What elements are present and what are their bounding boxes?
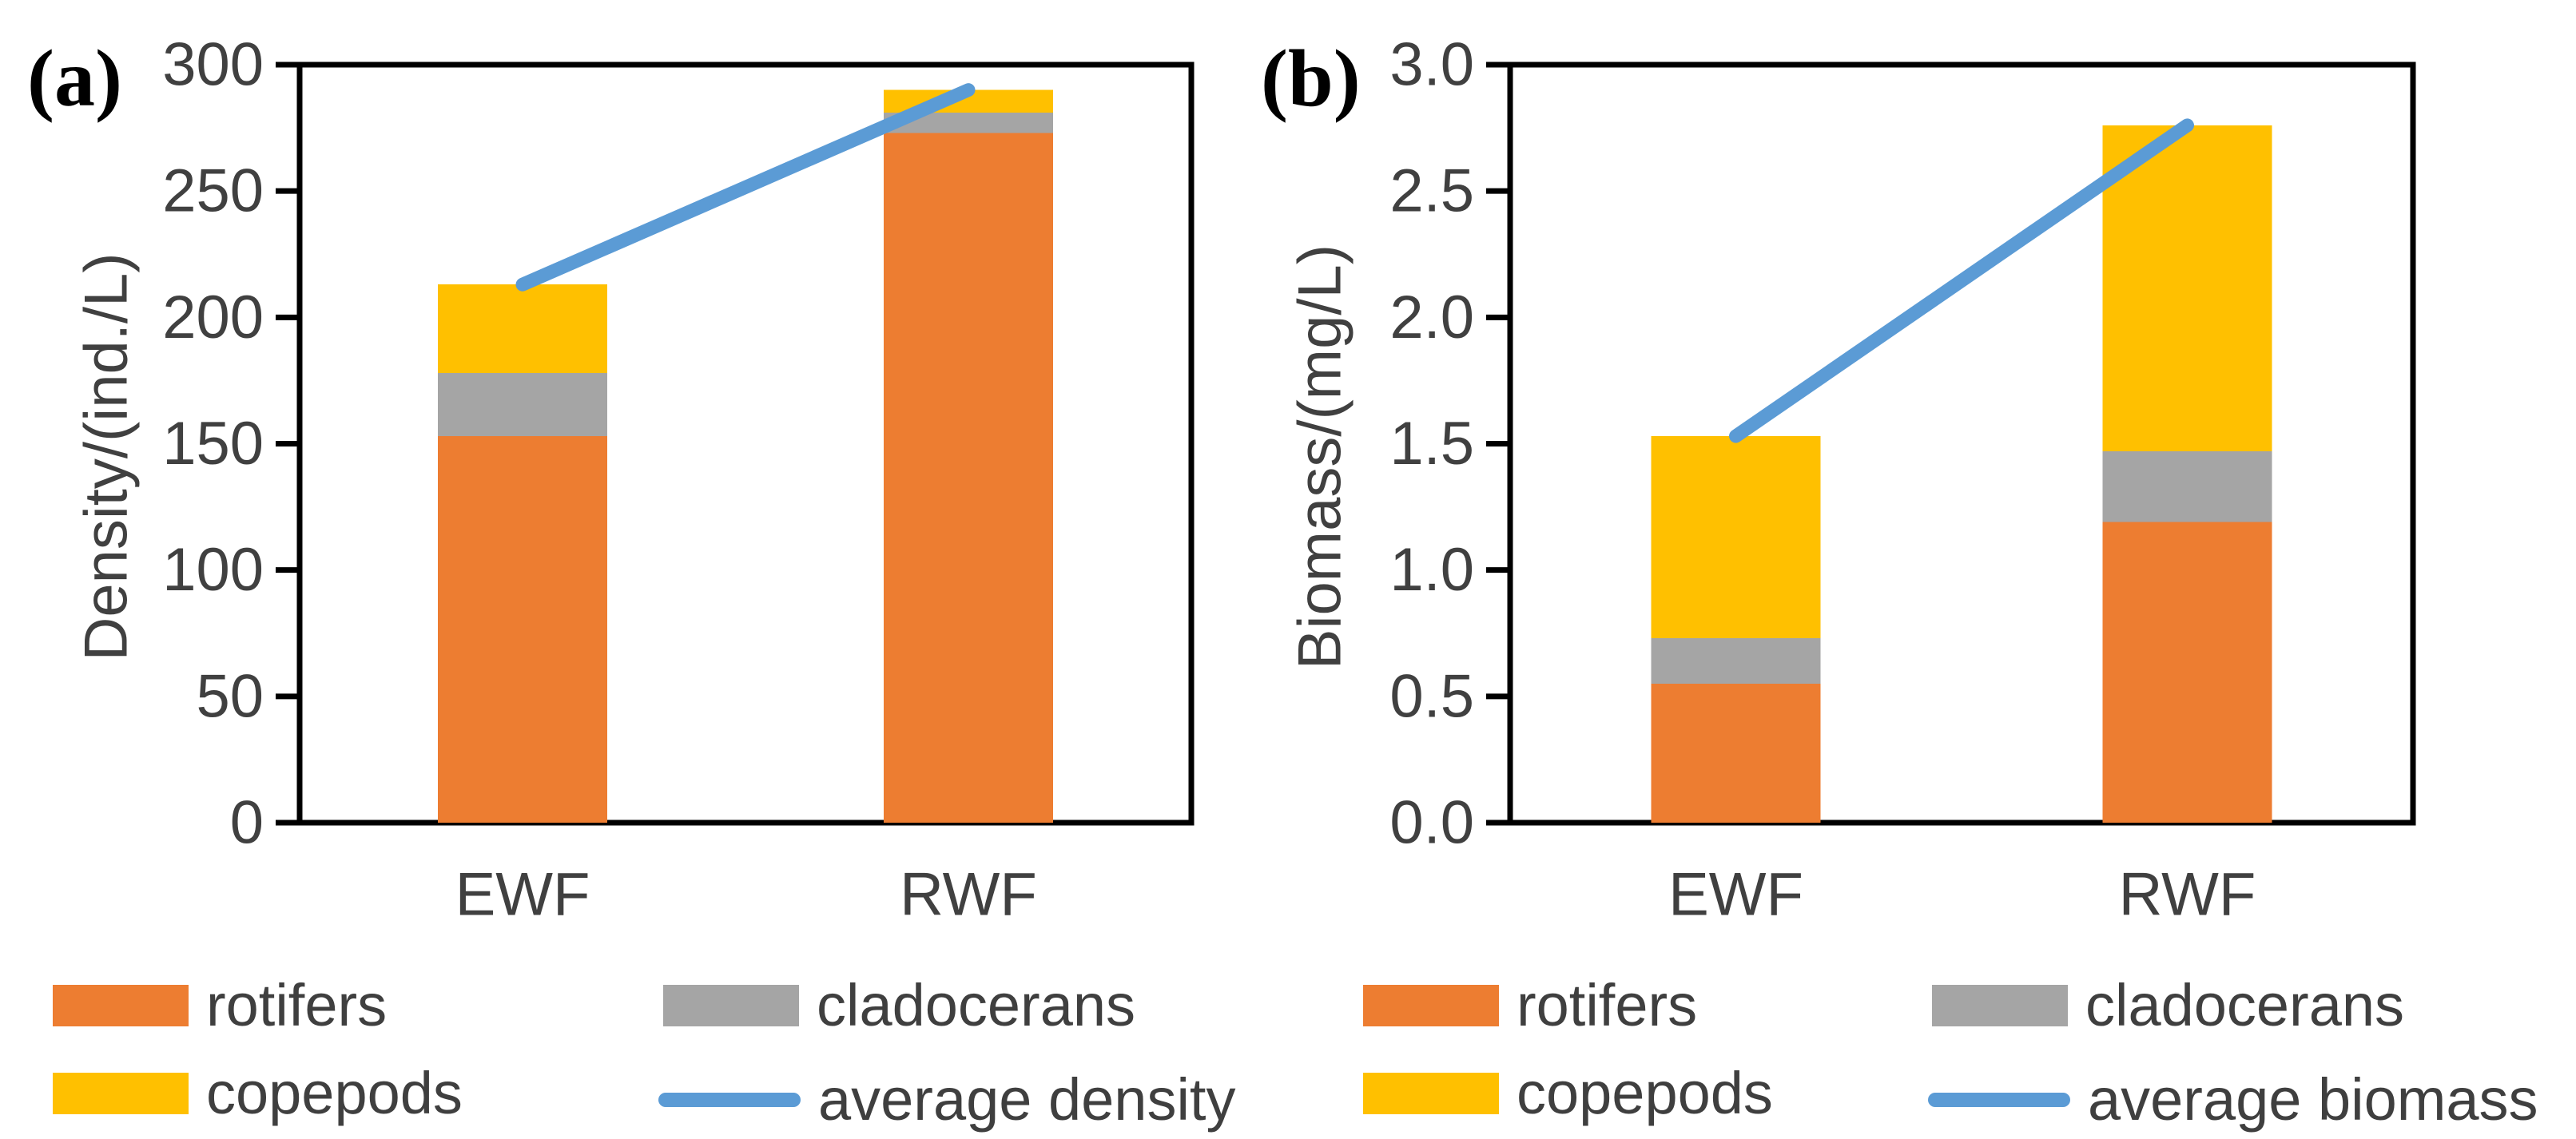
cladocerans-swatch-icon (663, 985, 799, 1026)
legend-label: cladocerans (817, 972, 1136, 1038)
bar-segment-cladocerans-EWF (1651, 638, 1821, 685)
y-tick-label: 250 (162, 157, 264, 225)
y-tick-label: 1.0 (1389, 536, 1474, 604)
line-swatch-icon (658, 1093, 801, 1107)
y-tick-label: 150 (162, 410, 264, 478)
y-tick-label: 0.5 (1389, 662, 1474, 730)
average-line-a (515, 83, 976, 292)
plot-frame (296, 62, 1195, 826)
bar-segment-copepods-EWF (438, 284, 607, 373)
x-category-label: EWF (1668, 861, 1803, 929)
y-tick-label: 0.0 (1389, 789, 1474, 857)
legend-label: average density (818, 1066, 1236, 1133)
legend-item-rotifers-b: rotifers (1363, 976, 1697, 1035)
line-swatch-icon (1928, 1093, 2070, 1107)
y-tick-label: 300 (162, 31, 264, 99)
legend-item-copepods-b: copepods (1363, 1064, 1773, 1123)
copepods-swatch-icon (53, 1073, 189, 1114)
y-tick-label: 200 (162, 284, 264, 351)
legend-label: cladocerans (2085, 972, 2405, 1038)
legend-item-copepods-a: copepods (53, 1064, 463, 1123)
legend-label: average biomass (2088, 1066, 2538, 1133)
rotifers-swatch-icon (53, 985, 189, 1026)
y-tick-label: 100 (162, 536, 264, 604)
y-tick-label: 50 (196, 662, 264, 730)
legend-label: copepods (206, 1060, 463, 1126)
legend-label: copepods (1517, 1060, 1773, 1126)
copepods-swatch-icon (1363, 1073, 1499, 1114)
x-category-label: RWF (900, 861, 1037, 929)
y-tick-label: 3.0 (1389, 31, 1474, 99)
legend-item-rotifers-a: rotifers (53, 976, 387, 1035)
y-tick-label: 2.0 (1389, 284, 1474, 351)
legend-item-average-biomass: average biomass (1928, 1070, 2538, 1129)
x-category-label: EWF (455, 861, 590, 929)
y-tick-label: 0 (230, 789, 264, 857)
bar-segment-rotifers-RWF (2102, 522, 2272, 823)
rotifers-swatch-icon (1363, 985, 1499, 1026)
plot-frame (1507, 62, 2416, 826)
y-tick-label: 1.5 (1389, 410, 1474, 478)
average-line-b (1729, 118, 2194, 443)
legend-label: rotifers (1517, 972, 1698, 1038)
legend-item-cladocerans-a: cladocerans (663, 976, 1135, 1035)
bar-segment-copepods-EWF (1651, 436, 1821, 639)
legend-label: rotifers (206, 972, 388, 1038)
legend-item-average-density: average density (658, 1070, 1235, 1129)
cladocerans-swatch-icon (1932, 985, 2068, 1026)
bar-segment-cladocerans-EWF (438, 372, 607, 437)
bar-segment-rotifers-EWF (1651, 684, 1821, 823)
bar-segment-rotifers-EWF (438, 436, 607, 823)
legend-item-cladocerans-b: cladocerans (1932, 976, 2404, 1035)
panel-a-label: (a) (27, 34, 122, 124)
x-category-label: RWF (2119, 861, 2256, 929)
bar-segment-rotifers-RWF (884, 133, 1053, 823)
panel-b-label: (b) (1261, 34, 1361, 124)
bar-segment-copepods-RWF (2102, 125, 2272, 451)
y-tick-label: 2.5 (1389, 157, 1474, 225)
bar-segment-cladocerans-RWF (2102, 450, 2272, 522)
